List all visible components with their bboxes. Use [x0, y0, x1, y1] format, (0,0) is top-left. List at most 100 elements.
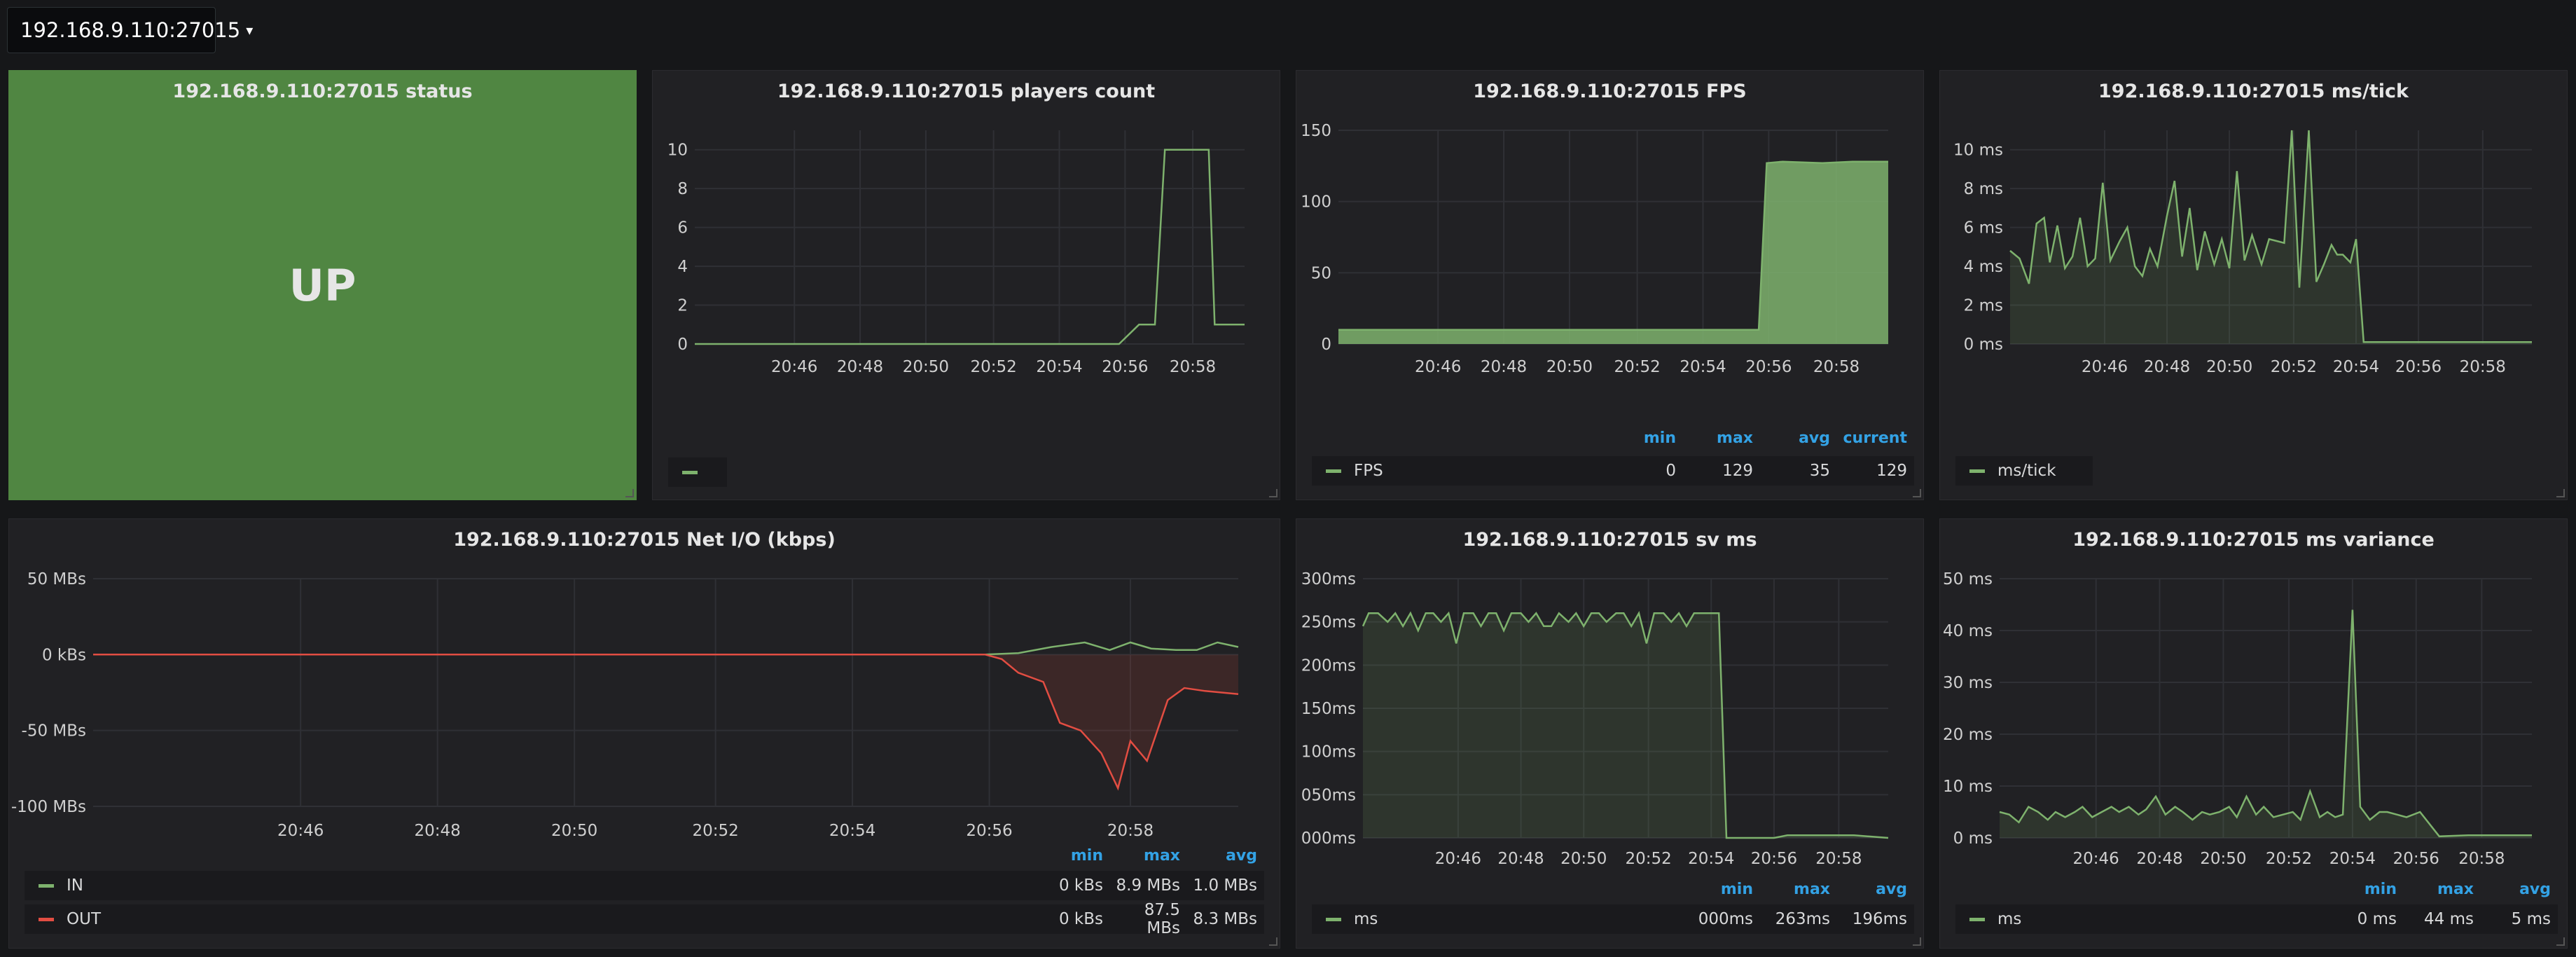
legend-header-avg[interactable]: avg — [2519, 881, 2551, 898]
legend-header-min[interactable]: min — [1643, 429, 1676, 447]
x-tick-label: 20:54 — [1036, 358, 1082, 376]
legend-min: 0 kBs — [1058, 876, 1103, 895]
legend-header-avg[interactable]: avg — [1226, 847, 1257, 865]
y-tick-label: 000ms — [1301, 829, 1356, 848]
y-tick-label: 2 ms — [1964, 297, 2003, 315]
resize-handle[interactable] — [2556, 489, 2565, 497]
status-panel-title[interactable]: 192.168.9.110:27015 status — [172, 81, 473, 102]
legend-item-ms[interactable]: ms 000ms 263ms 196ms — [1312, 904, 1914, 934]
legend-header-min[interactable]: min — [1720, 881, 1753, 898]
x-tick-label: 20:58 — [1170, 358, 1216, 376]
resize-handle[interactable] — [1269, 489, 1277, 497]
legend-header-max[interactable]: max — [2437, 881, 2474, 898]
legend-item-ms[interactable]: ms 0 ms 44 ms 5 ms — [1955, 904, 2558, 934]
ms-variance-title[interactable]: 192.168.9.110:27015 ms variance — [2072, 529, 2435, 551]
resize-handle[interactable] — [1913, 937, 1921, 946]
x-tick-label: 20:48 — [1481, 358, 1527, 376]
resize-handle[interactable] — [1269, 937, 1277, 946]
y-tick-label: 30 ms — [1943, 674, 1993, 692]
legend-header-max[interactable]: max — [1144, 847, 1180, 865]
net-io-title[interactable]: 192.168.9.110:27015 Net I/O (kbps) — [453, 529, 836, 551]
chevron-down-icon: ▾ — [246, 22, 254, 39]
x-tick-label: 20:52 — [2266, 850, 2312, 868]
ms-tick-panel: 192.168.9.110:27015 ms/tick 0 ms 2 ms 4 ms… — [1939, 70, 2568, 500]
x-tick-label: 20:50 — [551, 822, 597, 840]
y-tick-label: 200ms — [1301, 656, 1356, 675]
legend-item-fps[interactable]: FPS 0 129 35 129 — [1312, 456, 1914, 486]
x-tick-label: 20:50 — [903, 358, 949, 376]
y-tick-label: 100ms — [1301, 743, 1356, 762]
legend-avg: 5 ms — [2511, 910, 2551, 928]
x-tick-label: 20:52 — [692, 822, 738, 840]
legend-header-avg[interactable]: avg — [1799, 429, 1830, 447]
x-tick-label: 20:58 — [2458, 850, 2505, 868]
legend-avg: 35 — [1809, 462, 1830, 480]
series-line — [93, 641, 1239, 656]
x-tick-label: 20:46 — [2073, 850, 2119, 868]
x-tick-label: 20:48 — [837, 358, 883, 376]
y-tick-label: 10 ms — [1943, 778, 1993, 796]
x-tick-label: 20:46 — [1435, 850, 1481, 868]
ms-variance-panel: 192.168.9.110:27015 ms variance 0 ms 10 m… — [1939, 518, 2568, 949]
x-tick-label: 20:46 — [1415, 358, 1461, 376]
legend-series-name: ms — [1997, 910, 2022, 928]
x-tick-label: 20:58 — [1815, 850, 1862, 868]
y-tick-label: 4 ms — [1964, 258, 2003, 276]
y-tick-label: 0 — [1321, 336, 1331, 354]
y-tick-label: 0 ms — [1964, 336, 2003, 354]
fps-title[interactable]: 192.168.9.110:27015 FPS — [1473, 81, 1747, 102]
legend-item[interactable] — [668, 457, 727, 487]
legend-avg: 1.0 MBs — [1193, 876, 1258, 895]
x-tick-label: 20:58 — [2460, 358, 2506, 376]
legend-header-current[interactable]: current — [1843, 429, 1907, 447]
legend-max: 263ms — [1775, 910, 1830, 928]
y-tick-label: -100 MBs — [11, 798, 86, 816]
legend-item-ms-tick[interactable]: ms/tick — [1955, 456, 2093, 486]
y-tick-label: 6 ms — [1964, 219, 2003, 237]
net-io-chart: -100 MBs -50 MBs 0 kBs 50 MBs 20:46 20:48 20:5… — [11, 570, 1239, 840]
sv-ms-title[interactable]: 192.168.9.110:27015 sv ms — [1462, 529, 1757, 551]
legend-header-avg[interactable]: avg — [1876, 881, 1907, 898]
series-area — [1363, 613, 1888, 838]
y-tick-label: 150 — [1301, 122, 1331, 140]
x-tick-label: 20:56 — [2395, 358, 2442, 376]
x-tick-label: 20:46 — [771, 358, 817, 376]
legend-item-out[interactable]: OUT 0 kBs 87.5 MBs 8.3 MBs — [25, 901, 1264, 937]
x-tick-label: 20:54 — [1680, 358, 1726, 376]
legend-header-min[interactable]: min — [1070, 847, 1103, 865]
y-tick-label: 20 ms — [1943, 726, 1993, 744]
legend-item-in[interactable]: IN 0 kBs 8.9 MBs 1.0 MBs — [25, 871, 1264, 900]
players-count-title[interactable]: 192.168.9.110:27015 players count — [777, 81, 1156, 102]
resize-handle[interactable] — [1913, 489, 1921, 497]
x-tick-label: 20:54 — [829, 822, 875, 840]
resize-handle[interactable] — [625, 489, 634, 497]
fps-panel: 192.168.9.110:27015 FPS 0 50 100 150 20:46 20… — [1296, 70, 1924, 500]
x-tick-label: 20:58 — [1813, 358, 1860, 376]
y-tick-label: 100 — [1301, 193, 1331, 212]
x-tick-label: 20:56 — [1102, 358, 1148, 376]
server-selector-dropdown[interactable]: 192.168.9.110:27015 ▾ — [7, 7, 253, 53]
x-tick-label: 20:48 — [415, 822, 461, 840]
status-value: UP — [289, 259, 356, 311]
legend-series-name: IN — [67, 876, 83, 895]
legend-swatch — [39, 883, 54, 888]
sv-ms-chart: 000ms 050ms 100ms 150ms 200ms 250ms 300ms 20:46… — [1301, 570, 1889, 868]
resize-handle[interactable] — [2556, 937, 2565, 946]
y-tick-label: 50 ms — [1943, 570, 1993, 588]
ms-tick-title[interactable]: 192.168.9.110:27015 ms/tick — [2098, 81, 2409, 102]
legend-series-name: ms/tick — [1997, 462, 2056, 480]
x-tick-label: 20:50 — [1546, 358, 1593, 376]
legend-header-min[interactable]: min — [2364, 881, 2397, 898]
y-tick-label: 0 — [677, 336, 688, 354]
y-tick-label: 050ms — [1301, 786, 1356, 804]
x-tick-label: 20:46 — [2082, 358, 2128, 376]
legend-header-max[interactable]: max — [1794, 881, 1830, 898]
legend-header-max[interactable]: max — [1717, 429, 1753, 447]
x-tick-label: 20:58 — [1107, 822, 1154, 840]
y-tick-label: 40 ms — [1943, 622, 1993, 640]
ms-tick-chart: 0 ms 2 ms 4 ms 6 ms 8 ms 10 ms 20:46 20:48 20:50… — [1953, 130, 2532, 376]
series-line — [93, 654, 1239, 791]
x-tick-label: 20:52 — [1614, 358, 1660, 376]
legend-min: 0 kBs — [1058, 910, 1103, 928]
legend-min: 000ms — [1698, 910, 1753, 928]
